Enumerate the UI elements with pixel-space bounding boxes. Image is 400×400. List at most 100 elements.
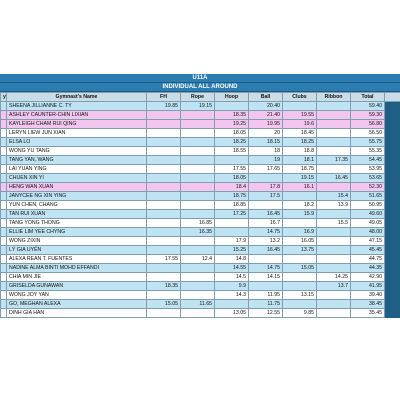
ball-score-cell[interactable]: [248, 281, 283, 291]
header-rank[interactable]: y: [0, 92, 7, 102]
gymnast-name-cell[interactable]: GO, MEGHAN ALEXA: [6, 299, 147, 309]
extra-cell[interactable]: [384, 182, 400, 192]
hoop-score-cell[interactable]: 14.8: [214, 254, 249, 264]
gymnast-name-cell[interactable]: YUN CHEN, CHANG: [6, 200, 147, 210]
clubs-score-cell[interactable]: 18.45: [282, 128, 317, 138]
ball-score-cell[interactable]: [248, 200, 283, 210]
ribbon-score-cell[interactable]: [316, 254, 351, 264]
total-score-cell[interactable]: 52.30: [350, 182, 385, 192]
ball-score-cell[interactable]: 16.45: [248, 245, 283, 255]
rope-score-cell[interactable]: [180, 137, 215, 147]
extra-cell[interactable]: [384, 146, 400, 156]
hoop-score-cell[interactable]: 14.5: [214, 272, 249, 282]
total-score-cell[interactable]: 53.95: [350, 164, 385, 174]
hoop-score-cell[interactable]: 18.05: [214, 173, 249, 183]
extra-cell[interactable]: [384, 290, 400, 300]
hoop-score-cell[interactable]: 9.9: [214, 281, 249, 291]
rope-score-cell[interactable]: [180, 164, 215, 174]
gymnast-name-cell[interactable]: TAN RUI XUAN: [6, 209, 147, 219]
clubs-score-cell[interactable]: 13.75: [282, 245, 317, 255]
ribbon-score-cell[interactable]: [316, 263, 351, 273]
ribbon-score-cell[interactable]: [316, 164, 351, 174]
hoop-score-cell[interactable]: 18.85: [214, 200, 249, 210]
gymnast-name-cell[interactable]: SHEENA JILLIANNE C. TY: [6, 101, 147, 111]
gymnast-name-cell[interactable]: DINH GIA HAN: [6, 308, 147, 318]
ball-score-cell[interactable]: 19.95: [248, 119, 283, 129]
extra-cell[interactable]: [384, 155, 400, 165]
ribbon-score-cell[interactable]: 13.9: [316, 200, 351, 210]
total-score-cell[interactable]: 44.35: [350, 263, 385, 273]
gymnast-name-cell[interactable]: ASHLEY CAUNTER-CHIN LIXIAN: [6, 110, 147, 120]
hoop-score-cell[interactable]: 18.25: [214, 137, 249, 147]
extra-cell[interactable]: [384, 101, 400, 111]
clubs-score-cell[interactable]: [282, 101, 317, 111]
ribbon-score-cell[interactable]: [316, 119, 351, 129]
gymnast-name-cell[interactable]: ELLIE LIM YEE CHYNG: [6, 227, 147, 237]
ribbon-score-cell[interactable]: [316, 182, 351, 192]
ribbon-score-cell[interactable]: [316, 227, 351, 237]
fh-score-cell[interactable]: [146, 218, 181, 228]
gymnast-name-cell[interactable]: KAYLEIGH CHAM RUI QING: [6, 119, 147, 129]
fh-score-cell[interactable]: 19.85: [146, 101, 181, 111]
extra-cell[interactable]: [384, 173, 400, 183]
clubs-score-cell[interactable]: 18.2: [282, 200, 317, 210]
rope-score-cell[interactable]: [180, 290, 215, 300]
gymnast-name-cell[interactable]: WONG JOY YAN: [6, 290, 147, 300]
gymnast-name-cell[interactable]: WONG ZIXIN: [6, 236, 147, 246]
header-total[interactable]: Total: [350, 92, 385, 102]
clubs-score-cell[interactable]: [282, 272, 317, 282]
rope-score-cell[interactable]: [180, 200, 215, 210]
ribbon-score-cell[interactable]: 15.4: [316, 191, 351, 201]
ribbon-score-cell[interactable]: [316, 299, 351, 309]
fh-score-cell[interactable]: [146, 182, 181, 192]
gymnast-name-cell[interactable]: WONG YU TANG: [6, 146, 147, 156]
total-score-cell[interactable]: 53.65: [350, 173, 385, 183]
ball-score-cell[interactable]: 18.15: [248, 137, 283, 147]
ball-score-cell[interactable]: 21.40: [248, 110, 283, 120]
total-score-cell[interactable]: 54.45: [350, 155, 385, 165]
extra-cell[interactable]: [384, 299, 400, 309]
hoop-score-cell[interactable]: [214, 155, 249, 165]
clubs-score-cell[interactable]: 18.25: [282, 137, 317, 147]
fh-score-cell[interactable]: [146, 110, 181, 120]
header-fh[interactable]: FH: [146, 92, 181, 102]
rope-score-cell[interactable]: [180, 173, 215, 183]
ball-score-cell[interactable]: 11.75: [248, 299, 283, 309]
fh-score-cell[interactable]: [146, 128, 181, 138]
extra-cell[interactable]: [384, 200, 400, 210]
rope-score-cell[interactable]: [180, 110, 215, 120]
ribbon-score-cell[interactable]: [316, 290, 351, 300]
ribbon-score-cell[interactable]: 14.25: [316, 272, 351, 282]
hoop-score-cell[interactable]: [214, 299, 249, 309]
total-score-cell[interactable]: 35.45: [350, 308, 385, 318]
ribbon-score-cell[interactable]: [316, 101, 351, 111]
rope-score-cell[interactable]: 19.15: [180, 101, 215, 111]
ribbon-score-cell[interactable]: 16.45: [316, 173, 351, 183]
total-score-cell[interactable]: 56.80: [350, 119, 385, 129]
rope-score-cell[interactable]: [180, 128, 215, 138]
header-extra[interactable]: [384, 92, 400, 102]
fh-score-cell[interactable]: [146, 164, 181, 174]
ball-score-cell[interactable]: 14.75: [248, 263, 283, 273]
gymnast-name-cell[interactable]: ALEXA REAN T. FUENTES: [6, 254, 147, 264]
rope-score-cell[interactable]: [180, 263, 215, 273]
clubs-score-cell[interactable]: 16.05: [282, 236, 317, 246]
extra-cell[interactable]: [384, 281, 400, 291]
ribbon-score-cell[interactable]: 17.35: [316, 155, 351, 165]
clubs-score-cell[interactable]: 19.55: [282, 110, 317, 120]
gymnast-name-cell[interactable]: NADINE ALMA BINTI MOHD EFFANDI: [6, 263, 147, 273]
fh-score-cell[interactable]: [146, 272, 181, 282]
clubs-score-cell[interactable]: 15.9: [282, 209, 317, 219]
rope-score-cell[interactable]: [180, 281, 215, 291]
extra-cell[interactable]: [384, 209, 400, 219]
hoop-score-cell[interactable]: 14.55: [214, 263, 249, 273]
rope-score-cell[interactable]: [180, 245, 215, 255]
gymnast-name-cell[interactable]: LAI YUAN YING: [6, 164, 147, 174]
rope-score-cell[interactable]: [180, 308, 215, 318]
total-score-cell[interactable]: 55.75: [350, 137, 385, 147]
ball-score-cell[interactable]: 20: [248, 128, 283, 138]
total-score-cell[interactable]: 47.15: [350, 236, 385, 246]
extra-cell[interactable]: [384, 227, 400, 237]
hoop-score-cell[interactable]: 18.4: [214, 182, 249, 192]
fh-score-cell[interactable]: [146, 191, 181, 201]
